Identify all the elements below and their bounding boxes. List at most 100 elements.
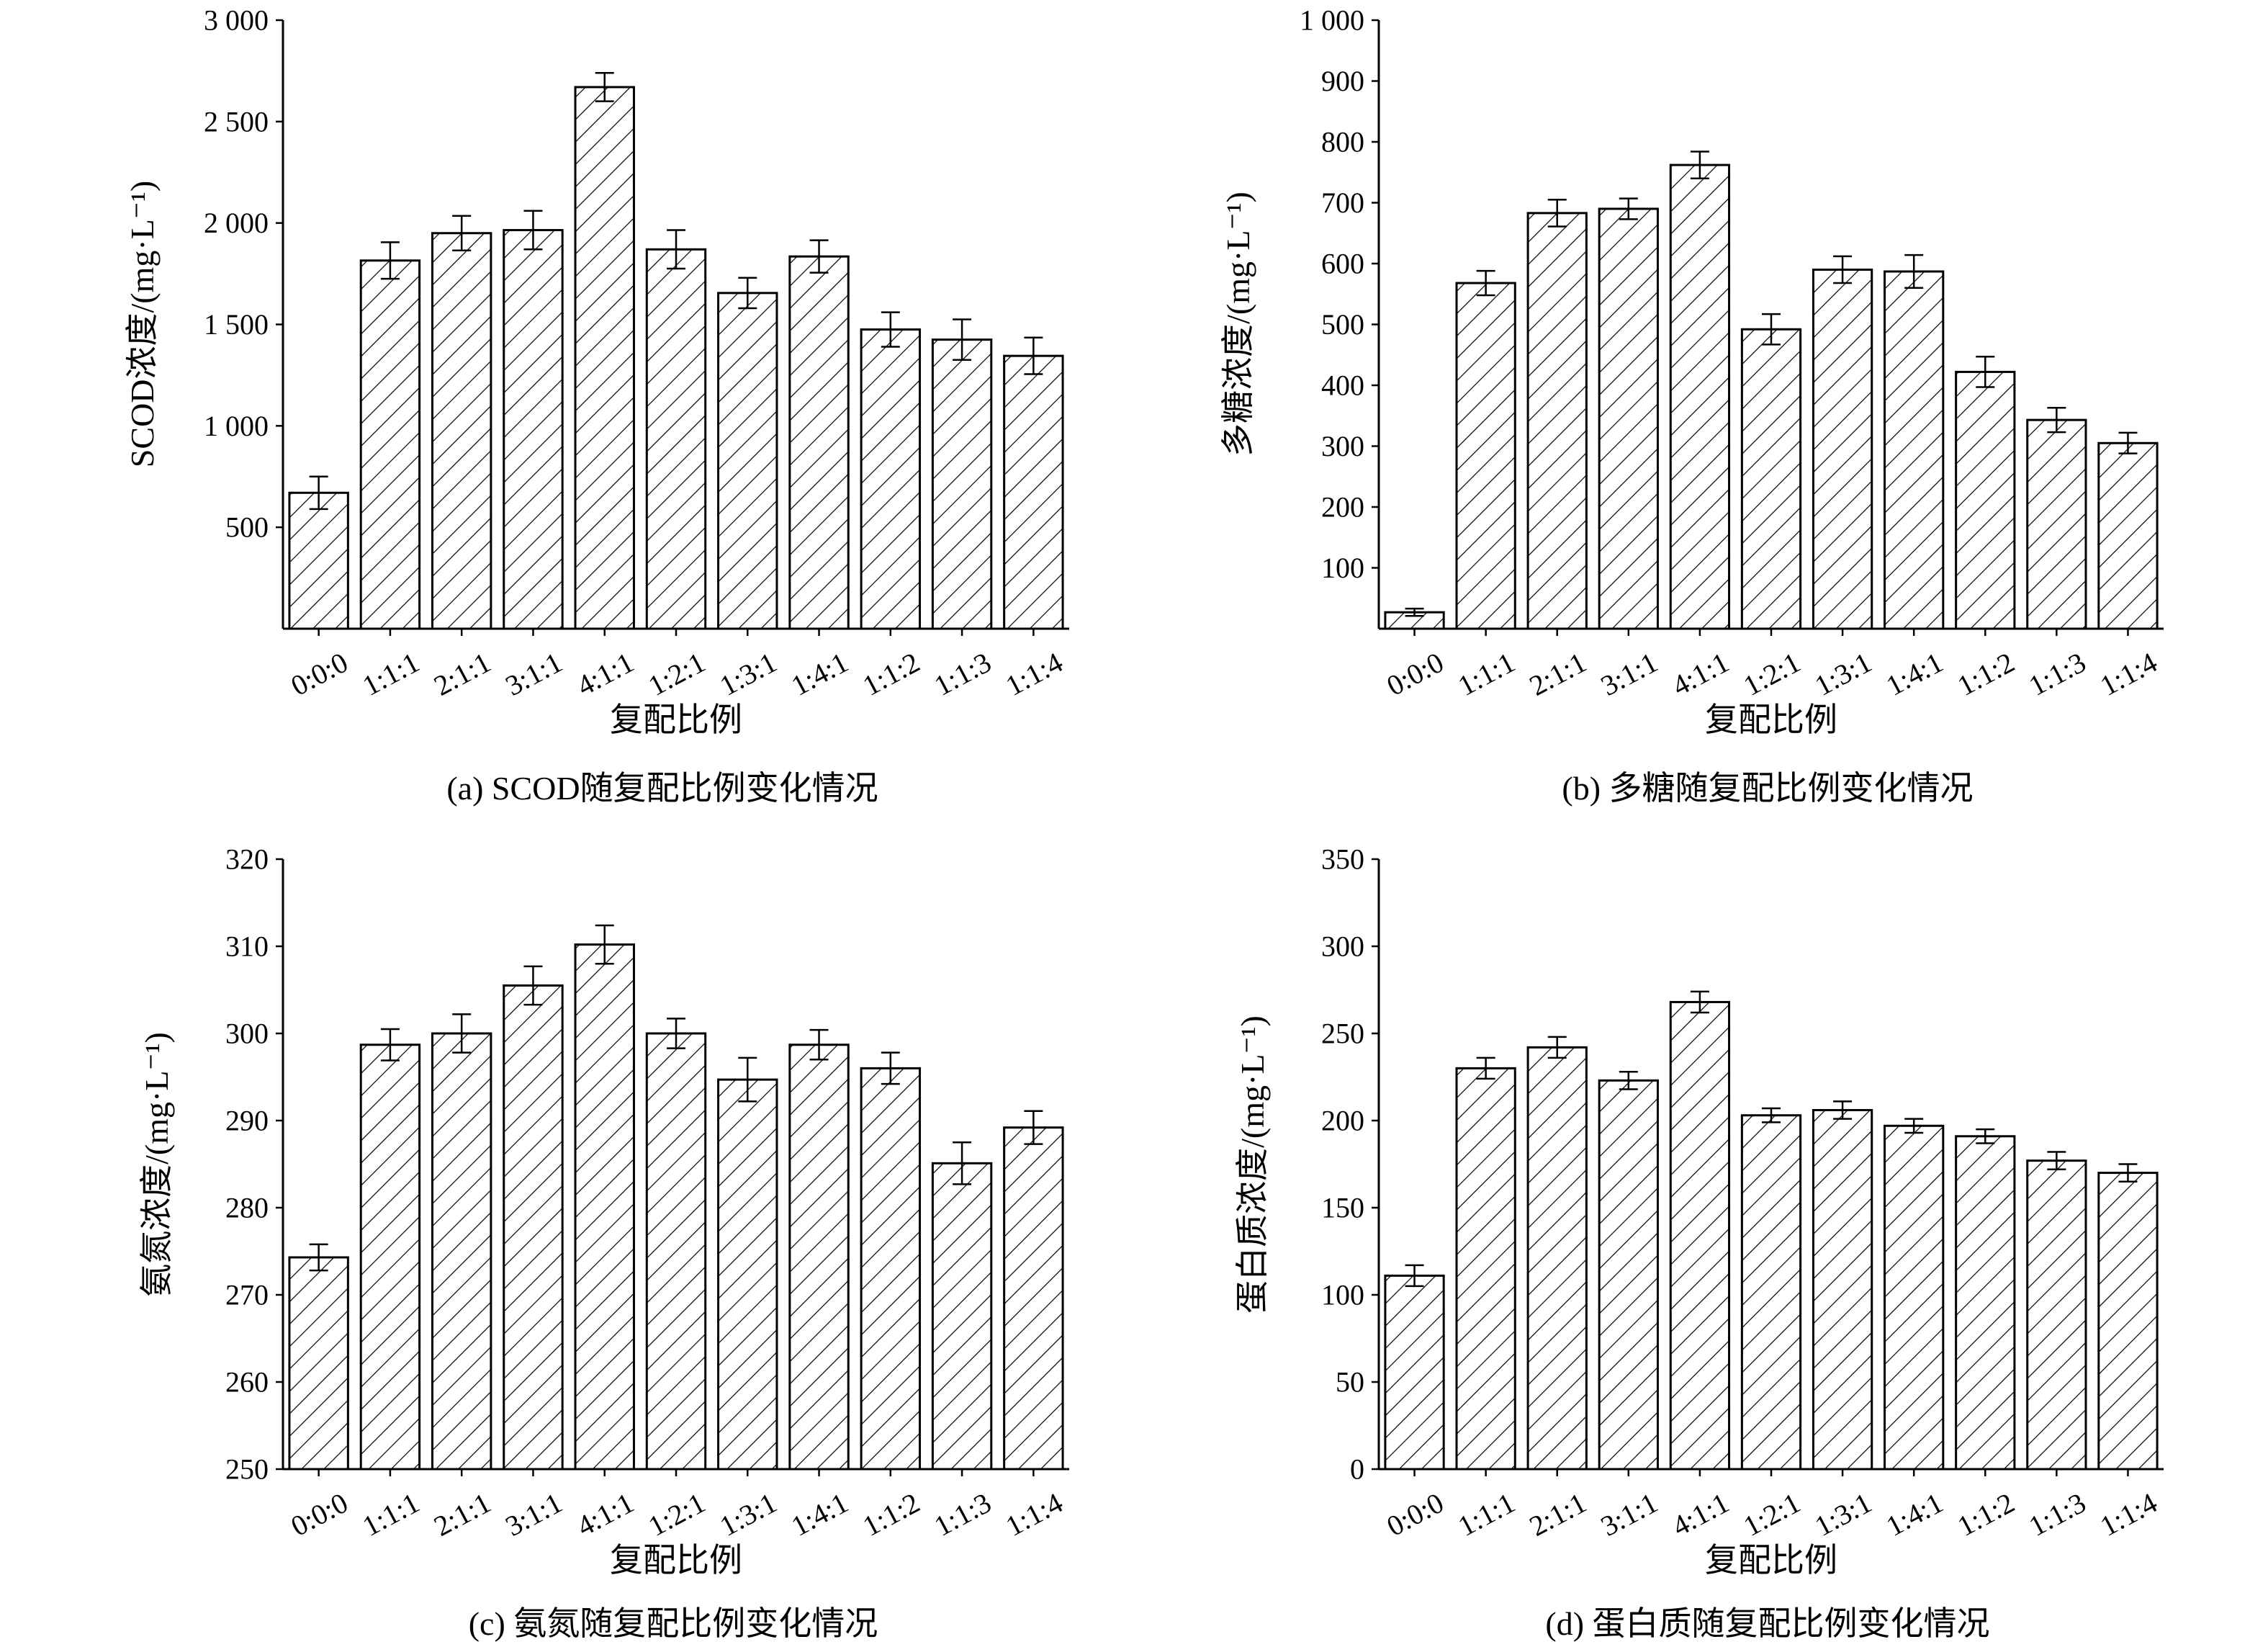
- panel-a-bar-1-2-1: [645, 248, 707, 630]
- panel-b-bar-1-4-1: [1884, 270, 1945, 630]
- panel-b-error-bars: [1405, 151, 2138, 617]
- panel-a-bar-1-1-3: [931, 338, 993, 630]
- panel-a: 500 1 000 1 500 2 000 2 500 3 000 0:0:0 1:1:1 2…: [124, 4, 1069, 807]
- panel-b-x-tick-label: 0:0:0: [1382, 646, 1449, 702]
- panel-d-bar-1-1-2: [1955, 1135, 2016, 1471]
- panel-c-x-tick-label: 1:1:3: [929, 1486, 996, 1543]
- panel-c-error-bar-1-3-1: [738, 1056, 757, 1103]
- panel-a-x-axis-title: 复配比例: [610, 701, 742, 738]
- panel-d-x-tick-label: 1:4:1: [1881, 1486, 1948, 1543]
- panel-d-bar-1-1-1: [1455, 1067, 1516, 1471]
- panel-a-bar-3-1-1: [503, 229, 564, 630]
- panel-d-bar-1-3-1: [1812, 1108, 1873, 1471]
- panel-a-x-tick-label: 1:1:3: [929, 646, 996, 702]
- panel-d-bar-1-4-1: [1884, 1124, 1945, 1471]
- panel-c-x-tick-label: 1:4:1: [786, 1486, 854, 1543]
- panel-b-error-bar-1-4-1: [1904, 253, 1924, 290]
- panel-a-error-bar-1-1-2: [881, 311, 900, 348]
- panel-b-y-tick-label: 100: [1321, 552, 1364, 584]
- panel-a-x-tick-label: 0:0:0: [286, 646, 354, 702]
- panel-a-x-tick-label: 2:1:1: [428, 646, 496, 702]
- panel-d-x-tick-label: 0:0:0: [1382, 1486, 1449, 1543]
- panel-d-error-bar-3-1-1: [1619, 1070, 1638, 1090]
- panel-b-y-tick-label: 500: [1321, 308, 1364, 341]
- panel-b-bar-1-1-1: [1455, 282, 1516, 630]
- panel-c-bar-4-1-1: [574, 943, 635, 1471]
- panel-c-x-axis-title: 复配比例: [610, 1542, 742, 1579]
- panel-a-x-tick-label: 4:1:1: [572, 646, 639, 702]
- panel-b-bar-1-3-1: [1812, 268, 1873, 630]
- panel-d-x-tick-label: 2:1:1: [1524, 1486, 1592, 1543]
- panel-b-y-tick-label: 800: [1321, 126, 1364, 158]
- panel-b-caption: (b) 多糖随复配比例变化情况: [1562, 770, 1973, 807]
- panel-c-x-tick-label: 0:0:0: [286, 1486, 354, 1543]
- panel-b-y-tick-label: 900: [1321, 65, 1364, 97]
- panel-d-x-tick-label: 3:1:1: [1596, 1486, 1663, 1543]
- panel-b-y-ticks: 100 200 300 400 500 600 700 800 900 1 000: [1300, 4, 1379, 584]
- panel-b-bar-1-1-4: [2097, 441, 2159, 630]
- panel-d-bar-4-1-1: [1669, 1000, 1731, 1471]
- panel-a-error-bar-3-1-1: [523, 210, 543, 251]
- panel-c-error-bar-4-1-1: [595, 924, 614, 965]
- panel-a-bar-0-0-0: [288, 491, 349, 630]
- panel-a-bar-1-1-1: [359, 259, 421, 630]
- panel-c-error-bar-1-1-1: [380, 1028, 400, 1062]
- panel-a-bar-1-4-1: [788, 255, 850, 630]
- panel-d-x-tick-label: 1:1:3: [2023, 1486, 2091, 1543]
- panel-c-x-tick-label: 3:1:1: [500, 1486, 567, 1543]
- panel-b-y-tick-label: 200: [1321, 491, 1364, 524]
- panel-a-x-tick-label: 1:1:2: [858, 646, 925, 702]
- panel-b-y-tick-label: 1 000: [1300, 4, 1364, 37]
- panel-b-x-tick-label: 1:1:4: [2094, 646, 2162, 702]
- panel-d-x-tick-label: 1:2:1: [1738, 1486, 1806, 1543]
- panel-b-error-bar-2-1-1: [1547, 199, 1567, 228]
- panel-a-x-tick-label: 3:1:1: [500, 646, 567, 702]
- panel-d-bars: [1384, 1000, 2159, 1471]
- panel-d-bar-2-1-1: [1526, 1046, 1588, 1471]
- panel-d-x-tick-label: 4:1:1: [1667, 1486, 1734, 1543]
- panel-c-bar-1-3-1: [717, 1078, 778, 1471]
- panel-b-error-bar-1-1-4: [2118, 431, 2138, 454]
- panel-d-bar-3-1-1: [1598, 1079, 1659, 1471]
- panel-a-y-tick-label: 1 000: [204, 410, 269, 442]
- panel-a-error-bar-0-0-0: [309, 475, 328, 511]
- panel-b-bar-1-1-2: [1955, 370, 2016, 630]
- panel-c-caption: (c) 氨氮随复配比例变化情况: [469, 1605, 878, 1642]
- panel-a-error-bars: [309, 71, 1043, 511]
- panel-b-y-tick-label: 700: [1321, 187, 1364, 219]
- panel-b-x-tick-label: 1:1:2: [1952, 646, 2020, 702]
- panel-c-x-tick-label: 4:1:1: [572, 1486, 639, 1543]
- panel-d-y-tick-label: 200: [1321, 1105, 1364, 1137]
- panel-c-error-bar-0-0-0: [309, 1243, 328, 1272]
- panel-c-x-tick-label: 1:1:4: [1000, 1486, 1068, 1543]
- panel-d-x-tick-label: 1:1:1: [1453, 1486, 1521, 1543]
- panel-b-error-bar-3-1-1: [1619, 197, 1638, 220]
- panel-d-error-bar-0-0-0: [1405, 1264, 1424, 1288]
- panel-c: 250 260 270 280 290 300 310 320 0:0:0 1:1:1 2:1:1…: [138, 843, 1069, 1642]
- panel-b-x-tick-label: 1:4:1: [1881, 646, 1948, 702]
- panel-a-error-bar-1-3-1: [738, 277, 757, 310]
- panel-d-error-bar-4-1-1: [1690, 990, 1709, 1014]
- panel-d-error-bar-2-1-1: [1547, 1036, 1567, 1059]
- panel-d-y-axis-title: 蛋白质浓度/(mg·L⁻¹): [1234, 1015, 1271, 1314]
- panel-c-error-bar-1-1-2: [881, 1051, 900, 1085]
- panel-a-bars: [288, 86, 1064, 630]
- panel-d-error-bar-1-2-1: [1762, 1107, 1781, 1123]
- panel-a-error-bar-4-1-1: [595, 71, 614, 102]
- panel-c-y-tick-label: 320: [225, 843, 269, 876]
- panel-a-y-tick-label: 2 500: [204, 105, 269, 138]
- panel-d-y-tick-label: 350: [1321, 843, 1364, 876]
- panel-b-bar-2-1-1: [1526, 212, 1588, 630]
- panel-c-bar-0-0-0: [288, 1256, 349, 1471]
- panel-a-x-tick-label: 1:2:1: [643, 646, 711, 702]
- panel-d-error-bar-1-1-1: [1476, 1056, 1495, 1080]
- panel-c-error-bar-1-2-1: [667, 1018, 685, 1049]
- panel-c-bar-2-1-1: [431, 1032, 492, 1471]
- panel-c-error-bar-2-1-1: [452, 1013, 472, 1054]
- panel-b-x-tick-label: 2:1:1: [1524, 646, 1592, 702]
- panel-b-error-bar-1-1-3: [2047, 407, 2066, 434]
- panel-a-error-bar-1-4-1: [809, 239, 829, 274]
- panel-a-x-tick-label: 1:4:1: [786, 646, 854, 702]
- panel-d-caption: (d) 蛋白质随复配比例变化情况: [1545, 1605, 1989, 1642]
